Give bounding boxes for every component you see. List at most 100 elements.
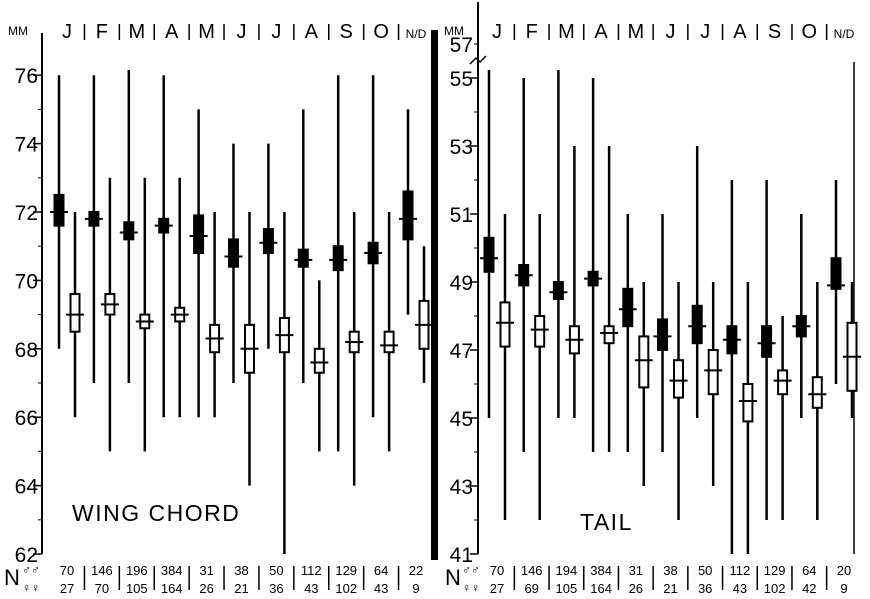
y-tick-label: 45 — [450, 408, 473, 431]
n-male-value: 64 — [374, 563, 388, 578]
n-male-value: 31 — [199, 563, 213, 578]
female-box — [673, 359, 684, 399]
n-female-value: 105 — [126, 581, 148, 596]
month-label: N/D — [406, 27, 427, 41]
n-male-value: 112 — [301, 563, 322, 578]
female-box — [777, 369, 789, 396]
month-label: S — [340, 21, 353, 43]
month-label: S — [768, 21, 781, 43]
month-label: A — [733, 21, 747, 43]
n-male-value: 146 — [91, 563, 113, 578]
y-tick-label: 64 — [15, 476, 39, 499]
n-female-value: 42 — [802, 581, 816, 596]
n-female-value: 26 — [629, 581, 643, 596]
male-box — [483, 236, 495, 273]
male-box — [262, 228, 274, 255]
axis-break-mark — [469, 55, 487, 65]
n-female-value: 27 — [60, 581, 74, 596]
n-male-value: 50 — [698, 563, 712, 578]
n-male-value: 129 — [335, 563, 357, 578]
month-label: J — [271, 21, 281, 43]
n-female-value: 27 — [490, 581, 504, 596]
female-box — [69, 293, 81, 333]
y-tick-label: 74 — [15, 134, 39, 157]
n-female-value: 43 — [374, 581, 388, 596]
n-female-value: 9 — [412, 581, 419, 596]
n-male-value: 196 — [126, 563, 148, 578]
n-female-value: 102 — [764, 581, 786, 596]
male-box — [123, 221, 135, 241]
male-box — [761, 325, 773, 358]
y-tick-label: 43 — [450, 476, 473, 499]
n-female-value: 70 — [95, 581, 109, 596]
unit-label: MM — [8, 24, 28, 38]
month-label: O — [802, 21, 818, 43]
n-female-value: 21 — [234, 581, 248, 596]
female-box — [313, 347, 325, 374]
male-box — [332, 245, 344, 272]
panel-divider — [431, 30, 438, 560]
n-female-value: 43 — [733, 581, 747, 596]
female-box — [383, 330, 395, 354]
y-tick-label: 62 — [15, 544, 38, 567]
n-male-value: 31 — [629, 563, 643, 578]
n-female-value: 102 — [335, 581, 357, 596]
male-box — [657, 318, 668, 351]
n-male-value: 384 — [590, 563, 612, 578]
female-box — [707, 349, 719, 396]
n-male-value: 38 — [663, 563, 677, 578]
female-box — [534, 315, 546, 348]
y-tick-label: 53 — [450, 136, 473, 159]
month-label: F — [96, 21, 108, 43]
y-tick-label: 49 — [450, 272, 473, 295]
male-box — [552, 281, 564, 300]
n-female-value: 164 — [590, 581, 612, 596]
female-box — [603, 325, 615, 345]
n-male-value: 384 — [161, 563, 183, 578]
n-female-value: 26 — [199, 581, 213, 596]
month-label: A — [594, 21, 608, 43]
month-label: J — [700, 21, 710, 43]
female-symbol: ♀♀ — [22, 581, 40, 595]
n-female-value: 9 — [840, 581, 847, 596]
n-label: N — [445, 565, 461, 590]
n-male-value: 20 — [837, 563, 851, 578]
male-box — [193, 214, 205, 255]
female-box — [742, 383, 754, 423]
n-male-value: 64 — [802, 563, 816, 578]
unit-label: MM — [444, 24, 464, 38]
n-female-value: 36 — [698, 581, 712, 596]
y-tick-label: 41 — [450, 544, 473, 567]
male-box — [53, 193, 65, 227]
female-symbol: ♀♀ — [462, 581, 480, 595]
y-tick-label: 51 — [450, 204, 473, 227]
n-female-value: 69 — [524, 581, 538, 596]
male-symbol: ♂♂ — [22, 563, 40, 577]
month-label: M — [198, 21, 215, 43]
month-label: F — [526, 21, 538, 43]
month-label: M — [627, 21, 644, 43]
male-box — [228, 238, 239, 268]
y-tick-label: 47 — [450, 340, 473, 363]
n-male-value: 112 — [730, 563, 751, 578]
male-box — [297, 248, 309, 268]
male-box — [402, 190, 414, 241]
y-tick-label: 66 — [15, 407, 38, 430]
month-label: J — [62, 21, 72, 43]
y-tick-label: 70 — [15, 270, 38, 293]
female-box — [811, 376, 823, 409]
n-male-value: 38 — [234, 563, 248, 578]
n-male-value: 22 — [409, 563, 423, 578]
male-box — [691, 304, 703, 345]
n-male-value: 146 — [521, 563, 543, 578]
month-label: J — [666, 21, 676, 43]
n-male-value: 70 — [60, 563, 74, 578]
male-box — [830, 257, 842, 290]
n-male-value: 129 — [764, 563, 786, 578]
n-male-value: 50 — [269, 563, 283, 578]
male-symbol: ♂♂ — [462, 563, 480, 577]
y-break-label: 57 — [450, 34, 473, 57]
